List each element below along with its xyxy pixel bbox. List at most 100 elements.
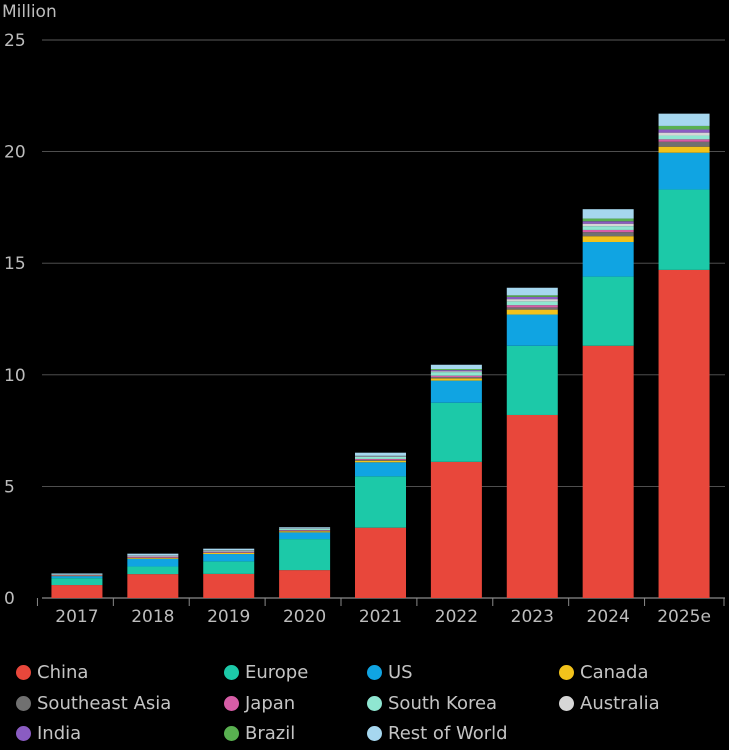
- x-tick-label: 2024: [587, 607, 630, 627]
- bar-segment: [127, 574, 179, 598]
- bar-segment: [582, 218, 634, 222]
- x-tick-label: 2025e: [657, 607, 711, 627]
- bar-segment: [430, 375, 482, 378]
- bar-segment: [506, 307, 558, 310]
- y-tick-label: 25: [4, 31, 26, 51]
- bar-segment: [355, 458, 406, 460]
- legend-label: US: [388, 661, 413, 683]
- legend-label: South Korea: [388, 692, 498, 714]
- x-tick-label: 2020: [283, 607, 326, 627]
- bar-segment: [355, 476, 406, 528]
- x-axis-ticks: 2017 2018 2019 2020 2021 2022 2023 2024 2025e: [36, 598, 725, 627]
- bar-stack: [127, 553, 179, 598]
- bar-segment: [355, 460, 406, 463]
- bar-segment: [658, 152, 710, 190]
- bar-segment: [430, 372, 482, 376]
- bar-segment: [355, 459, 406, 461]
- bar-segment: [279, 539, 331, 571]
- bar-segment: [127, 557, 179, 559]
- legend-item: Australia: [559, 689, 660, 717]
- bar-segment: [658, 189, 710, 270]
- bar-stack: [582, 209, 634, 598]
- bar-segment: [51, 573, 103, 575]
- y-tick-label: 0: [4, 589, 15, 609]
- legend-swatch: [16, 695, 31, 711]
- legend-label: Europe: [245, 661, 309, 683]
- bar-segment: [658, 129, 710, 133]
- legend: China Europe US Canada Southeast Asia Japan So…: [0, 654, 729, 750]
- bar-segment: [506, 295, 558, 297]
- bar-segment: [430, 380, 482, 403]
- bar-segment: [506, 414, 558, 598]
- bar-segment: [658, 146, 710, 153]
- bar-segment: [506, 314, 558, 346]
- bar-segment: [506, 345, 558, 415]
- legend-item: Southeast Asia: [16, 689, 171, 717]
- y-axis-ticks: 0 5 10 15 20 25: [4, 31, 26, 609]
- bar-segment: [582, 223, 634, 227]
- bar-segment: [51, 585, 103, 598]
- x-tick-label: 2023: [511, 607, 554, 627]
- bar-segment: [430, 377, 482, 379]
- legend-item: US: [367, 658, 413, 686]
- bar-segment: [279, 570, 331, 598]
- bar-segment: [582, 226, 634, 230]
- y-axis-unit-label: Million: [2, 2, 57, 22]
- x-tick-label: 2017: [55, 607, 98, 627]
- bar-segment: [203, 550, 255, 552]
- bar-segment: [355, 527, 406, 598]
- bar-segment: [582, 241, 634, 277]
- bar-segment: [279, 530, 331, 531]
- legend-swatch: [559, 695, 574, 711]
- bar-stack: [51, 573, 103, 598]
- y-tick-label: 15: [4, 254, 26, 274]
- bar-segment: [582, 221, 634, 224]
- bar-segment: [582, 276, 634, 346]
- bar-segment: [506, 299, 558, 302]
- bar-segment: [51, 578, 103, 586]
- bar-segment: [203, 548, 255, 551]
- bar-segment: [430, 368, 482, 371]
- bar-segment: [658, 135, 710, 140]
- bar-segment: [658, 125, 710, 130]
- bar-segment: [355, 462, 406, 477]
- bar-segment: [355, 452, 406, 456]
- x-tick-label: 2021: [359, 607, 402, 627]
- bar-segment: [279, 531, 331, 533]
- legend-item: Brazil: [224, 719, 295, 747]
- legend-swatch: [367, 695, 382, 711]
- bar-segment: [203, 552, 255, 555]
- bar-segment: [506, 296, 558, 300]
- legend-swatch: [16, 664, 31, 680]
- x-tick-label: 2019: [207, 607, 250, 627]
- bar-segment: [506, 305, 558, 308]
- bar-segment: [506, 287, 558, 296]
- bar-segment: [506, 301, 558, 306]
- legend-item: South Korea: [367, 689, 497, 717]
- legend-label: Rest of World: [388, 722, 508, 744]
- bar-stack: [279, 527, 331, 598]
- bar-segment: [203, 554, 255, 562]
- bar-segment: [430, 364, 482, 369]
- bar-segment: [582, 236, 634, 242]
- legend-label: Japan: [245, 692, 296, 714]
- bar-segment: [51, 576, 103, 579]
- bar-segment: [658, 132, 710, 136]
- bar-segment: [203, 551, 255, 553]
- bar-stack: [506, 287, 558, 598]
- bar-segment: [658, 139, 710, 142]
- bar-segment: [582, 229, 634, 233]
- bar-segment: [203, 561, 255, 574]
- bar-segment: [279, 527, 331, 529]
- y-tick-label: 10: [4, 366, 26, 386]
- legend-swatch: [16, 725, 31, 741]
- y-tick-label: 20: [4, 143, 26, 163]
- bar-segment: [355, 456, 406, 459]
- legend-label: Brazil: [245, 722, 296, 744]
- y-tick-label: 5: [4, 477, 15, 497]
- legend-swatch: [367, 725, 382, 741]
- stacked-bar-chart: Million 0 5 10 15 20 25 2017 2018 2019 2020 2021 2…: [2, 2, 725, 627]
- x-tick-label: 2018: [131, 607, 174, 627]
- legend-swatch: [559, 664, 574, 680]
- bar-segment: [506, 309, 558, 315]
